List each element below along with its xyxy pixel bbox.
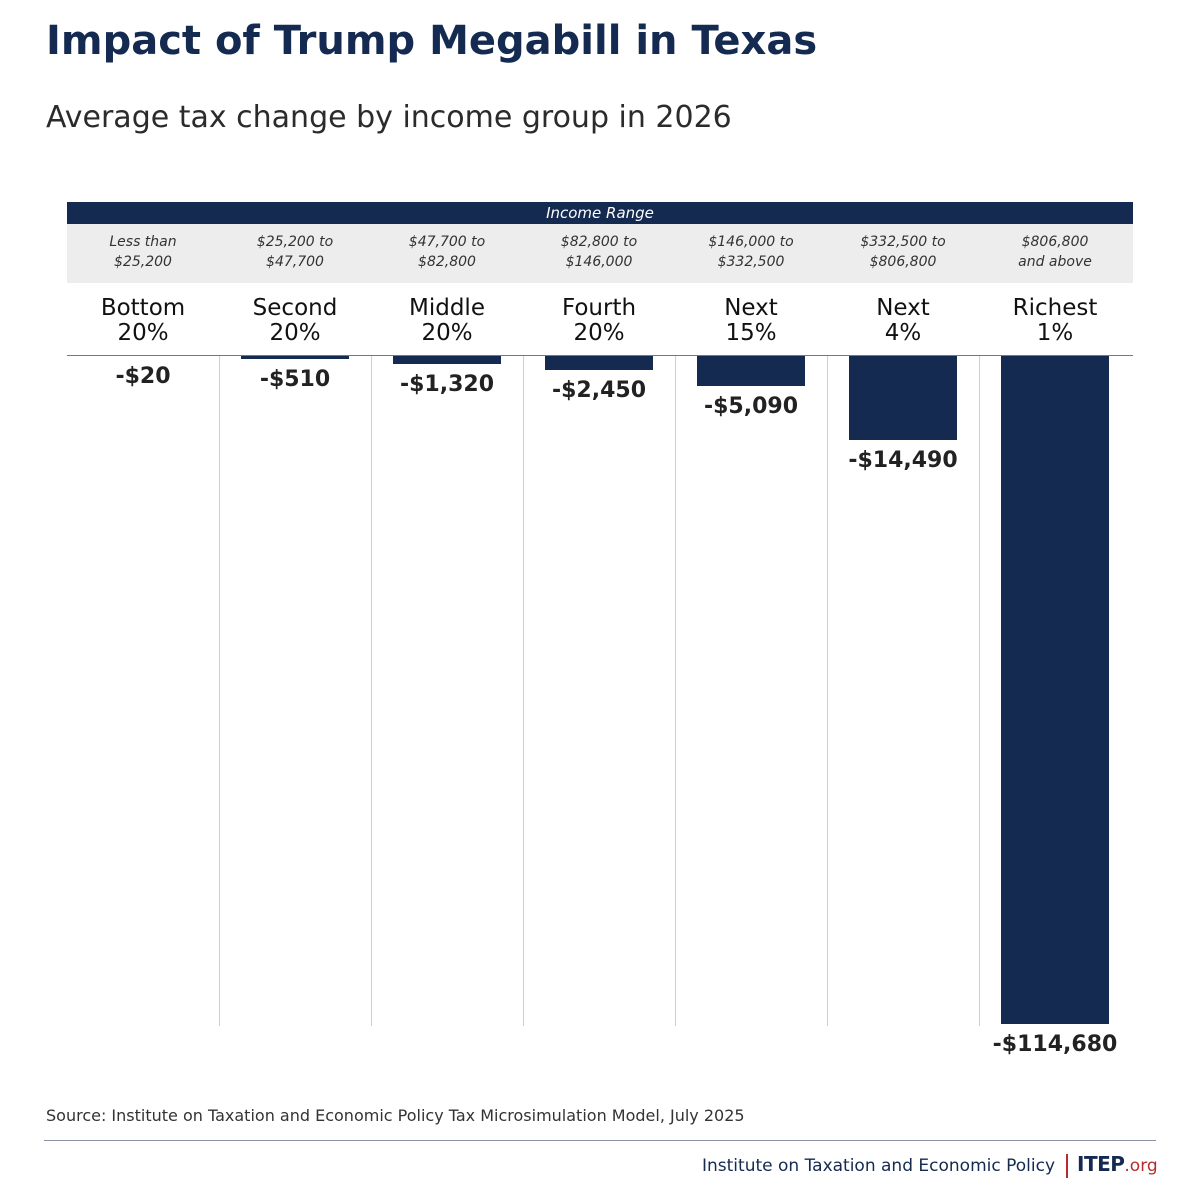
value-label: -$510	[259, 367, 331, 392]
income-group-text: 15%	[725, 320, 777, 346]
logo-main-text: ITEP	[1077, 1152, 1125, 1176]
chart-subtitle: Average tax change by income group in 20…	[46, 100, 732, 135]
income-group-label: Second 20%	[219, 296, 371, 346]
column-divider	[371, 356, 372, 1026]
income-group-text: 20%	[421, 320, 473, 346]
income-group-text: Fourth	[561, 295, 637, 321]
income-group-text: Bottom	[100, 295, 186, 321]
bar	[1001, 356, 1109, 1024]
income-range-cell: $47,700 to $82,800	[371, 232, 523, 272]
income-range-cell: Less than $25,200	[67, 232, 219, 272]
income-group-label: Next 15%	[675, 296, 827, 346]
income-range-cell: $25,200 to $47,700	[219, 232, 371, 272]
column-divider	[827, 356, 828, 1026]
bar	[545, 356, 653, 371]
value-label: -$1,320	[399, 371, 495, 397]
value-label: -$20	[115, 364, 171, 389]
income-group-text: 4%	[884, 320, 922, 346]
income-range-text: $82,800 to	[560, 234, 638, 250]
income-group-text: 20%	[573, 320, 625, 346]
income-group-label: Middle 20%	[371, 296, 523, 346]
income-range-header: Income Range	[67, 202, 1133, 224]
income-range-text: $47,700 to	[408, 234, 486, 250]
bar	[849, 356, 957, 441]
income-range-cell: $806,800 and above	[979, 232, 1131, 272]
value-label: -$114,680	[992, 1032, 1118, 1057]
income-group-label: Bottom 20%	[67, 296, 219, 346]
footer-divider	[44, 1140, 1156, 1141]
source-note: Source: Institute on Taxation and Econom…	[46, 1106, 745, 1125]
income-group-text: Second	[252, 295, 338, 321]
income-range-text: $82,800	[418, 254, 476, 270]
value-label: -$14,490	[848, 448, 958, 474]
income-range-text: $146,000	[565, 254, 633, 270]
income-group-text: Next	[724, 295, 778, 321]
bar	[241, 356, 349, 359]
income-range-text: $806,800	[869, 254, 937, 270]
value-label: -$2,450	[551, 378, 647, 404]
column-divider	[219, 356, 220, 1026]
footer-organization-name: Institute on Taxation and Economic Polic…	[702, 1156, 1055, 1176]
income-group-label: Next 4%	[827, 296, 979, 346]
footer-separator	[1066, 1154, 1068, 1178]
income-group-label: Fourth 20%	[523, 296, 675, 346]
income-range-cell: $82,800 to $146,000	[523, 232, 675, 272]
income-range-text: Less than	[109, 234, 177, 250]
income-range-cell: $332,500 to $806,800	[827, 232, 979, 272]
income-range-row	[67, 224, 1133, 283]
value-label: -$5,090	[703, 393, 799, 419]
income-range-text: and above	[1018, 254, 1092, 270]
income-group-text: 20%	[117, 320, 169, 346]
itep-logo: ITEP.org	[1077, 1152, 1158, 1176]
logo-tld-text: .org	[1124, 1156, 1158, 1176]
bar	[393, 356, 501, 364]
income-range-text: $806,800	[1021, 234, 1089, 250]
income-range-text: $146,000 to	[708, 234, 794, 250]
income-group-text: Middle	[409, 295, 485, 321]
income-range-cell: $146,000 to $332,500	[675, 232, 827, 272]
column-divider	[523, 356, 524, 1026]
income-group-text: Next	[876, 295, 930, 321]
column-divider	[675, 356, 676, 1026]
income-range-text: $332,500	[717, 254, 785, 270]
income-group-label: Richest 1%	[979, 296, 1131, 346]
bar	[697, 356, 805, 386]
income-range-text: $25,200 to	[256, 234, 334, 250]
income-range-text: $47,700	[266, 254, 324, 270]
income-group-text: Richest	[1012, 295, 1098, 321]
column-divider	[979, 356, 980, 1026]
income-group-text: 1%	[1036, 320, 1074, 346]
zero-baseline	[67, 355, 1133, 356]
income-range-text: $332,500 to	[860, 234, 946, 250]
income-range-text: $25,200	[114, 254, 172, 270]
income-group-text: 20%	[269, 320, 321, 346]
chart-title: Impact of Trump Megabill in Texas	[46, 18, 818, 64]
